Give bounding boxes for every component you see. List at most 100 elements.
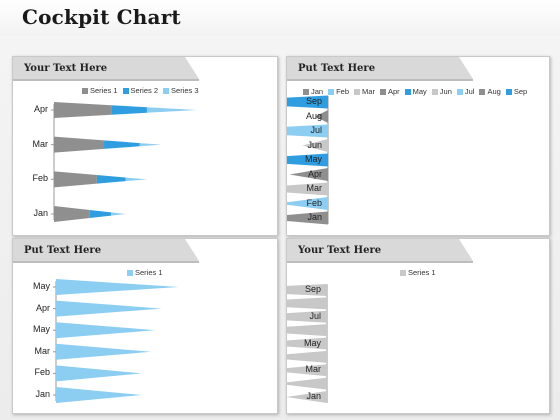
legend-item: Feb xyxy=(328,87,349,96)
legend-item: May xyxy=(404,87,427,96)
bar-segment xyxy=(287,124,328,138)
bar-segment xyxy=(287,390,327,404)
panel-header-title: Your Text Here xyxy=(298,245,382,256)
panel-header-shadow xyxy=(13,79,199,81)
panel-header-title: Your Text Here xyxy=(24,63,108,74)
chart-legend: Jan Feb Mar Apr May Jun Jul Aug Sep xyxy=(303,87,532,96)
bar-segment xyxy=(287,196,328,211)
legend-swatch xyxy=(354,88,361,95)
y-tick-label: Mar xyxy=(32,138,49,149)
y-tick-label: Jul xyxy=(309,310,321,321)
y-tick-label: Jun xyxy=(307,139,322,150)
bar-segment xyxy=(287,337,327,350)
bar-segment xyxy=(287,95,328,109)
legend-swatch xyxy=(431,88,438,95)
legend-item: Sep xyxy=(505,87,528,96)
legend-swatch xyxy=(400,269,406,276)
panel-header-shadow xyxy=(287,79,473,81)
legend-label: Mar xyxy=(362,87,375,96)
bar-segment xyxy=(287,310,327,323)
y-tick-label: Aug xyxy=(305,110,322,121)
panel-header-shadow xyxy=(13,261,199,263)
panel-header-tab xyxy=(13,239,199,261)
legend-swatch xyxy=(82,87,88,94)
y-tick-label: Apr xyxy=(307,168,322,179)
bar-segment xyxy=(287,324,327,337)
legend-item: Series 1 xyxy=(400,268,436,277)
legend-label: Series 1 xyxy=(90,86,118,95)
legend-swatch xyxy=(456,88,463,95)
bar-segment xyxy=(287,182,328,196)
chart-legend: Series 1 Series 2 Series 3 xyxy=(82,86,204,95)
chart-legend: Series 1 xyxy=(400,268,441,277)
legend-swatch xyxy=(379,88,386,95)
legend-label: Series 2 xyxy=(130,86,159,95)
legend-label: May xyxy=(412,87,427,96)
legend-label: Sep xyxy=(513,87,528,96)
bar-segment xyxy=(54,136,105,153)
legend-label: Aug xyxy=(487,87,501,96)
bar-segment xyxy=(125,177,147,182)
bar-segment xyxy=(287,153,328,167)
legend-swatch xyxy=(122,87,129,94)
y-tick-label: Jan xyxy=(307,212,322,222)
legend-item: Series 1 xyxy=(127,268,163,277)
legend-swatch xyxy=(505,88,512,95)
legend-swatch xyxy=(303,88,309,95)
bar-segment xyxy=(54,206,90,222)
y-tick-label: Mar xyxy=(305,364,322,375)
legend-item: Aug xyxy=(479,87,501,96)
y-tick-label: Sep xyxy=(304,284,321,294)
y-tick-label: Apr xyxy=(35,302,50,313)
chart-legend: Series 1 xyxy=(127,268,168,277)
panel-header-shadow xyxy=(287,261,473,263)
legend-label: Jul xyxy=(464,87,475,96)
bar-segment xyxy=(139,143,162,147)
legend-label: Jun xyxy=(439,87,452,96)
legend-label: Feb xyxy=(336,87,350,96)
legend-item: Jun xyxy=(431,87,452,96)
y-tick-label: Jan xyxy=(33,208,48,218)
y-tick-label: May xyxy=(32,324,50,335)
legend-swatch xyxy=(479,88,486,95)
chart-panel-1: Your Text Here Series 1 Series 2 Series 3 Ja… xyxy=(12,56,278,236)
y-tick-label: Jul xyxy=(310,125,322,135)
chart-panel-2: Put Text Here Jan Feb Mar Apr May Jun Jul Aug Sep… xyxy=(286,56,550,236)
chart-panel-3: Put Text Here Series 1 Jan Feb Mar May Apr May xyxy=(12,238,278,414)
chart-svg xyxy=(13,57,199,222)
bar-segment xyxy=(287,350,327,363)
bar-segment xyxy=(111,105,147,115)
bar-segment xyxy=(104,140,140,149)
y-tick-label: Mar xyxy=(306,183,323,193)
y-tick-label: Feb xyxy=(306,197,322,208)
bar-segment xyxy=(287,364,327,377)
bar-segment xyxy=(96,175,126,184)
chart-svg xyxy=(287,239,473,404)
y-tick-label: Jan xyxy=(35,389,50,399)
y-tick-label: Mar xyxy=(34,345,51,356)
y-tick-label: May xyxy=(32,281,50,291)
legend-swatch xyxy=(163,87,170,94)
bar-segment xyxy=(287,297,327,310)
y-tick-label: Jan xyxy=(306,391,321,401)
y-tick-label: Sep xyxy=(305,96,322,106)
bar-segment xyxy=(56,279,179,295)
legend-label: Jan xyxy=(311,87,324,96)
panel-header-tab xyxy=(13,57,199,79)
bar-segment xyxy=(289,167,328,182)
legend-swatch xyxy=(404,88,411,95)
legend-item: Series 3 xyxy=(163,86,199,95)
bar-segment xyxy=(287,211,328,225)
legend-swatch xyxy=(328,88,335,95)
legend-label: Series 1 xyxy=(135,268,163,277)
legend-item: Series 2 xyxy=(122,86,159,95)
y-tick-label: Apr xyxy=(33,104,48,114)
y-tick-label: May xyxy=(303,337,321,348)
panel-header-title: Put Text Here xyxy=(24,245,102,256)
legend-label: Apr xyxy=(387,87,400,96)
bar-segment xyxy=(146,107,197,113)
panel-header-tab xyxy=(287,57,473,79)
bar-segment xyxy=(111,212,126,216)
bar-segment xyxy=(56,365,142,382)
page-title: Cockpit Chart xyxy=(22,5,181,29)
